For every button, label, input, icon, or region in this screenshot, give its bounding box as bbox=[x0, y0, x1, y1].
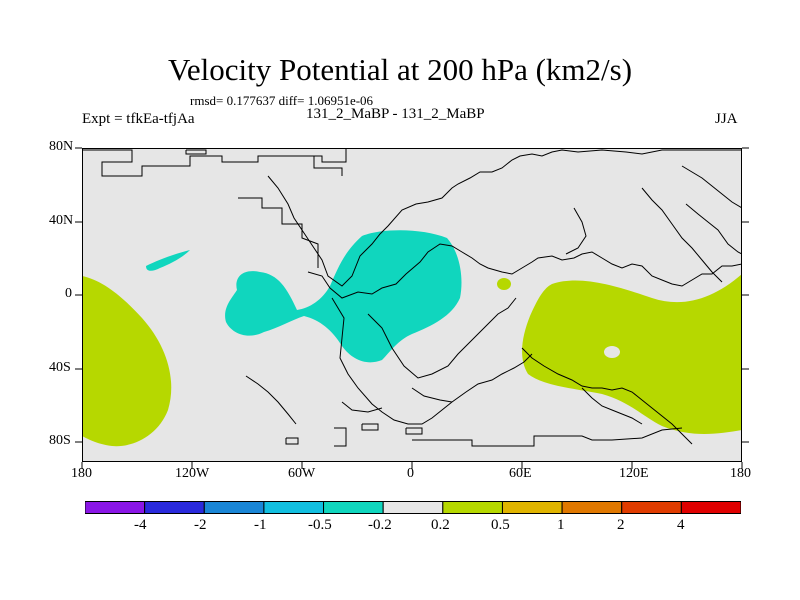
lat-tick-80n: 80N bbox=[49, 139, 74, 154]
velocity-potential-map bbox=[82, 148, 742, 462]
negative-anomaly-regions bbox=[146, 230, 462, 363]
colorbar-swatch bbox=[263, 501, 325, 514]
map-title: Velocity Potential at 200 hPa (km2/s) bbox=[167, 52, 633, 87]
lat-tick-40s: 40S bbox=[49, 360, 71, 375]
colorbar-swatch bbox=[621, 501, 682, 514]
positive-anomaly-regions bbox=[82, 274, 742, 447]
lat-tick-40n: 40N bbox=[49, 213, 74, 228]
colorbar-swatch bbox=[85, 501, 146, 514]
colorbar-swatch bbox=[382, 501, 444, 514]
colorbar-swatch bbox=[561, 501, 623, 514]
lon-tick-180w: 180 bbox=[71, 466, 92, 481]
colorbar-label-neg1: -1 bbox=[254, 517, 267, 533]
coastlines bbox=[82, 148, 742, 447]
lat-tick-80s: 80S bbox=[49, 433, 71, 448]
lon-tick-180e: 180 bbox=[730, 466, 751, 481]
colorbar-label-neg2: -2 bbox=[194, 517, 207, 533]
map-frame bbox=[82, 148, 742, 462]
colorbar-label-neg02: -0.2 bbox=[368, 517, 392, 533]
lon-tick-60w: 60W bbox=[288, 466, 316, 481]
colorbar-label-4: 4 bbox=[677, 517, 685, 533]
negative-region-north-pacific bbox=[146, 250, 190, 271]
colorbar-label-neg05: -0.5 bbox=[308, 517, 332, 533]
colorbar-swatch bbox=[323, 501, 384, 514]
colorbar bbox=[85, 501, 741, 514]
lon-tick-60e: 60E bbox=[509, 466, 532, 481]
colorbar-label-1: 1 bbox=[557, 517, 565, 533]
lon-tick-120e: 120E bbox=[619, 466, 649, 481]
positive-region-south-pacific bbox=[82, 276, 172, 447]
colorbar-label-2: 2 bbox=[617, 517, 625, 533]
season-label: JJA bbox=[715, 111, 738, 127]
colorbar-label-05: 0.5 bbox=[491, 517, 510, 533]
stats-label: rmsd= 0.177637 diff= 1.06951e-06 bbox=[190, 93, 374, 108]
colorbar-swatch bbox=[501, 501, 563, 514]
neutral-hole bbox=[604, 346, 620, 358]
lat-tick-0: 0 bbox=[65, 286, 72, 301]
run-label: 131_2_MaBP - 131_2_MaBP bbox=[306, 106, 485, 122]
colorbar-swatch bbox=[442, 501, 503, 514]
colorbar-swatch bbox=[203, 501, 265, 514]
positive-region-indian-ocean bbox=[522, 274, 742, 434]
axis-ticks bbox=[75, 147, 749, 469]
lon-tick-0: 0 bbox=[407, 466, 414, 481]
colorbar-swatch bbox=[144, 501, 205, 514]
lon-tick-120w: 120W bbox=[175, 466, 210, 481]
positive-region-small-blob bbox=[497, 278, 511, 290]
experiment-label: Expt = tfkEa-tfjAa bbox=[82, 111, 195, 127]
colorbar-swatch bbox=[680, 501, 741, 514]
colorbar-label-02: 0.2 bbox=[431, 517, 450, 533]
colorbar-label-neg4: -4 bbox=[134, 517, 147, 533]
negative-region-atlantic-africa bbox=[225, 230, 462, 363]
